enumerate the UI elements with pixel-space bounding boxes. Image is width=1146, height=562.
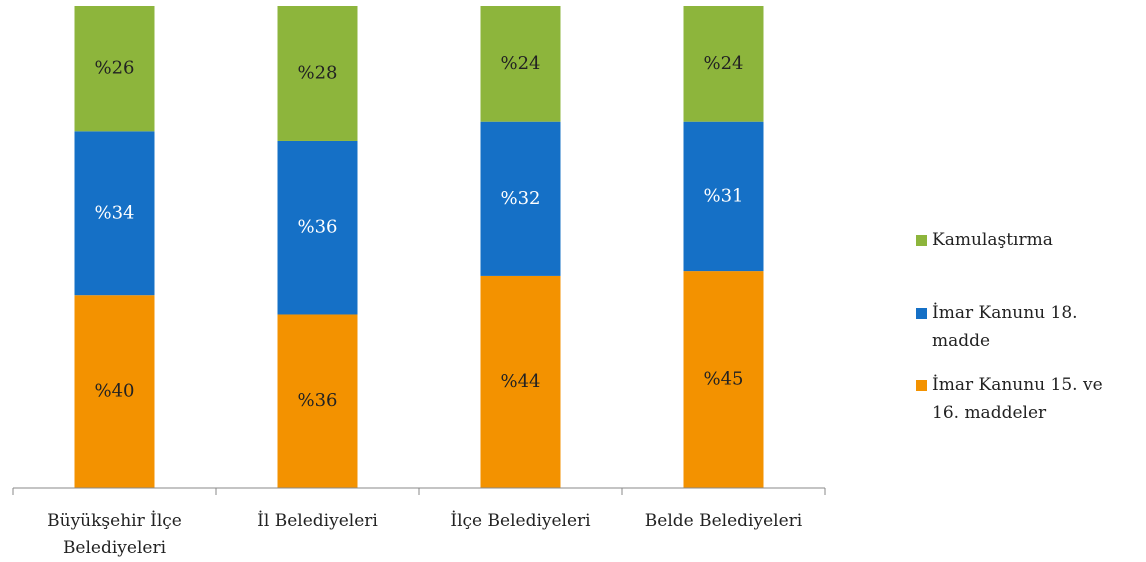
value-label: %32 [500,188,540,209]
x-tick-label: Belde Belediyeleri [644,511,803,531]
legend-item: İmar Kanunu 18. madde [916,299,1122,355]
bar-segment [277,140,358,315]
bar-segment [683,6,764,122]
value-label: %34 [94,202,134,223]
value-label: %40 [94,381,134,402]
bar-segment [683,271,764,488]
legend-label: İmar Kanunu 18. madde [932,303,1078,351]
bar-segment [277,314,358,488]
legend-label: İmar Kanunu 15. ve 16. maddeler [932,375,1103,423]
value-label: %26 [94,58,134,79]
legend-item: Kamulaştırma [916,226,1122,254]
x-tick-label: Büyükşehir İlçe Belediyeleri [47,511,182,558]
bar-segment [277,6,358,141]
legend-swatch [916,308,927,319]
value-label: %45 [703,369,743,390]
bar-segment [480,275,561,488]
x-tick-label: İl Belediyeleri [257,511,378,531]
bar-segment [74,6,155,132]
legend-item: İmar Kanunu 15. ve 16. maddeler [916,371,1122,427]
value-label: %36 [297,390,337,411]
legend-label: Kamulaştırma [932,230,1053,250]
value-label: %28 [297,62,337,83]
value-label: %24 [703,53,743,74]
legend-swatch [916,235,927,246]
bar-segment [480,6,561,122]
bar-segment [74,295,155,488]
bar-segment [480,121,561,276]
legend-swatch [916,380,927,391]
value-label: %44 [500,371,540,392]
value-label: %36 [297,217,337,238]
bar-segment [74,131,155,296]
x-tick-label: İlçe Belediyeleri [450,511,591,531]
value-label: %24 [500,53,540,74]
value-label: %31 [703,185,743,206]
bar-segment [683,121,764,272]
